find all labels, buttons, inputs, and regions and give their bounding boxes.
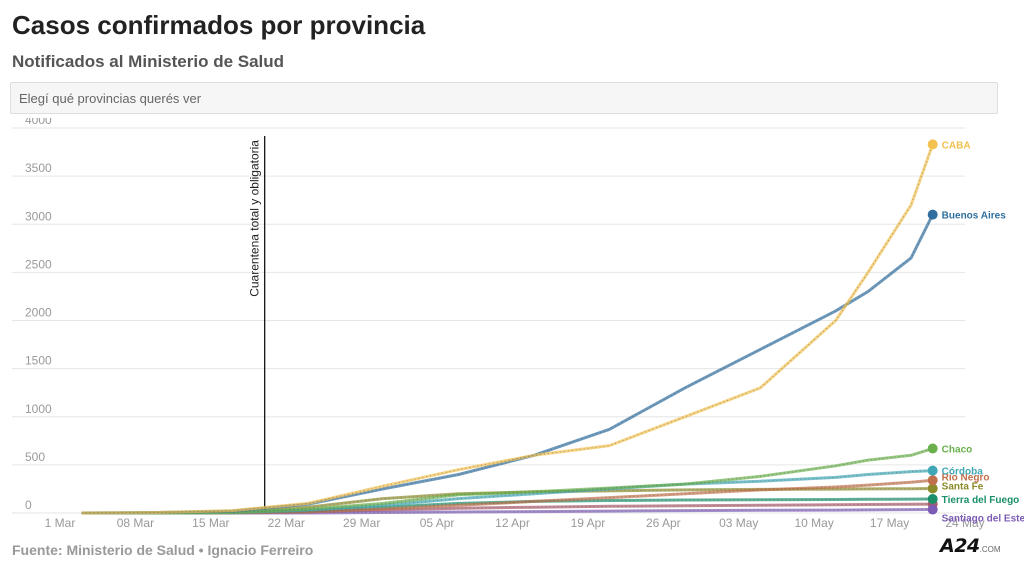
x-axis: 1 Mar 08 Mar 15 Mar 22 Mar 29 Mar 05 Apr 12 Ap… [45, 516, 985, 530]
x-tick-label: 19 Apr [571, 516, 606, 530]
x-tick-label: 22 Mar [268, 516, 305, 530]
x-tick-label: 17 May [870, 516, 909, 530]
y-axis: 0 500 1000 1500 2000 2500 3000 3500 4000 [25, 118, 52, 512]
x-tick-label: 08 Mar [117, 516, 154, 530]
annotation-label: Cuarentena total y obligatoria [248, 140, 262, 297]
y-tick-label: 500 [25, 450, 45, 464]
y-tick-label: 3500 [25, 161, 52, 175]
series-end-label: Buenos Aires [942, 211, 1007, 222]
x-tick-label: 03 May [719, 516, 758, 530]
chart-subtitle: Notificados al Ministerio de Salud [12, 52, 285, 71]
x-tick-label: 26 Apr [646, 516, 681, 530]
series-end-point [927, 475, 938, 486]
series-end-label: Tierra del Fuego [942, 495, 1020, 506]
series-end-point [927, 494, 938, 505]
series-end-point [927, 483, 938, 494]
line-chart: 0 500 1000 1500 2000 2500 3000 3500 4000 1 Mar 08… [12, 118, 1024, 530]
series-end-point [927, 139, 938, 150]
series-daily-markers [81, 214, 934, 514]
y-tick-label: 1500 [25, 354, 52, 368]
y-tick-label: 0 [25, 498, 32, 512]
x-tick-label: 1 Mar [45, 516, 76, 530]
series-end-labels: Santiago del Estero Tierra del Fuego Santa… [942, 140, 1024, 524]
logo-text: A24 [940, 535, 980, 557]
series-end-point [927, 465, 938, 476]
x-tick-label: 10 May [794, 516, 833, 530]
series-line [81, 447, 934, 515]
series-end-point [927, 443, 938, 454]
y-tick-label: 2500 [25, 257, 52, 271]
series-caba [81, 139, 938, 515]
series-end-label: Río Negro [942, 472, 990, 483]
chart-title: Casos confirmados por provincia [12, 10, 426, 40]
series-end-point [927, 504, 938, 515]
series-daily-markers [81, 144, 934, 514]
x-tick-label: 12 Apr [495, 516, 530, 530]
quarantine-annotation: Cuarentena total y obligatoria [248, 136, 266, 513]
x-tick-label: 05 Apr [420, 516, 455, 530]
series-end-point [927, 209, 938, 220]
source-credit: Fuente: Ministerio de Salud • Ignacio Fe… [12, 542, 314, 558]
x-tick-label: 29 Mar [343, 516, 380, 530]
x-tick-label: 15 Mar [192, 516, 229, 530]
x-tick-label: 24 May [945, 516, 984, 530]
series-line [81, 143, 935, 515]
a24-logo: A24.COM [940, 535, 1001, 557]
y-tick-label: 2000 [25, 306, 52, 320]
logo-suffix: .COM [979, 545, 1001, 554]
series-end-label: Córdoba [942, 467, 984, 478]
series-chaco [81, 443, 938, 515]
chart-grid [12, 127, 965, 514]
province-select-input[interactable] [10, 82, 998, 114]
series-lines [81, 139, 938, 515]
series-buenos_aires [81, 209, 938, 515]
y-tick-label: 4000 [25, 118, 52, 127]
y-tick-label: 3000 [25, 209, 52, 223]
series-end-label: CABA [942, 140, 971, 151]
y-tick-label: 1000 [25, 402, 52, 416]
series-end-label: Chaco [942, 445, 973, 456]
series-end-label: Santa Fe [942, 481, 984, 492]
series-line [81, 213, 935, 515]
series-end-label: Santiago del Estero [942, 514, 1024, 525]
